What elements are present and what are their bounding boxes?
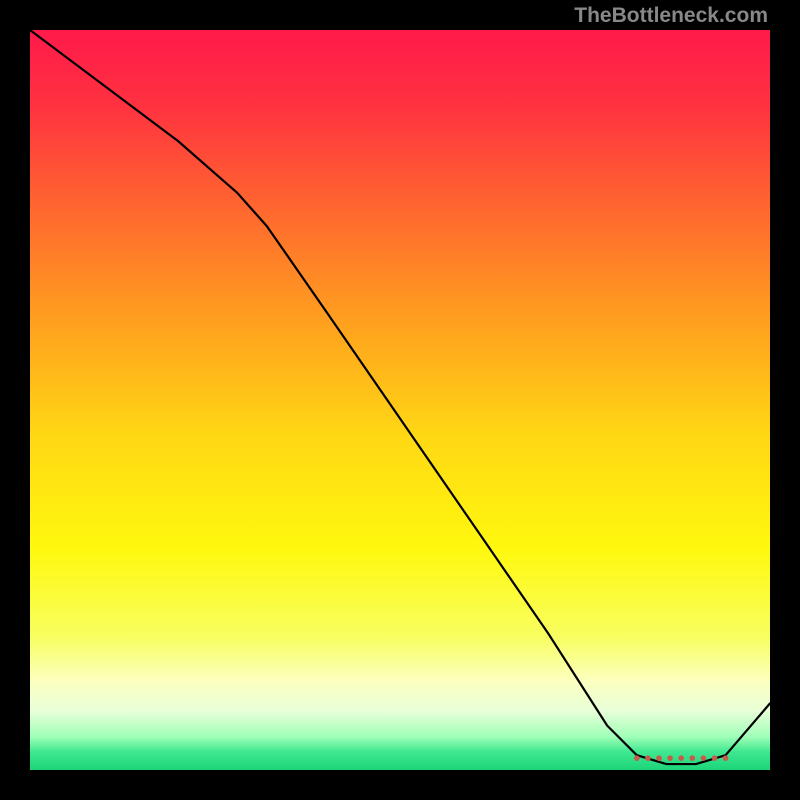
- gradient-background: [30, 30, 770, 770]
- optimal-marker: [678, 755, 684, 761]
- optimal-marker: [712, 755, 718, 761]
- chart-container: TheBottleneck.com: [0, 0, 800, 800]
- optimal-marker: [645, 755, 651, 761]
- optimal-marker: [667, 755, 673, 761]
- watermark-text: TheBottleneck.com: [574, 4, 768, 28]
- chart-svg: [30, 30, 770, 770]
- optimal-marker: [634, 755, 640, 761]
- optimal-marker: [723, 755, 729, 761]
- optimal-marker: [701, 755, 707, 761]
- optimal-marker: [656, 755, 662, 761]
- plot-area: [30, 30, 770, 770]
- optimal-marker: [690, 755, 696, 761]
- optimal-markers: [634, 755, 728, 761]
